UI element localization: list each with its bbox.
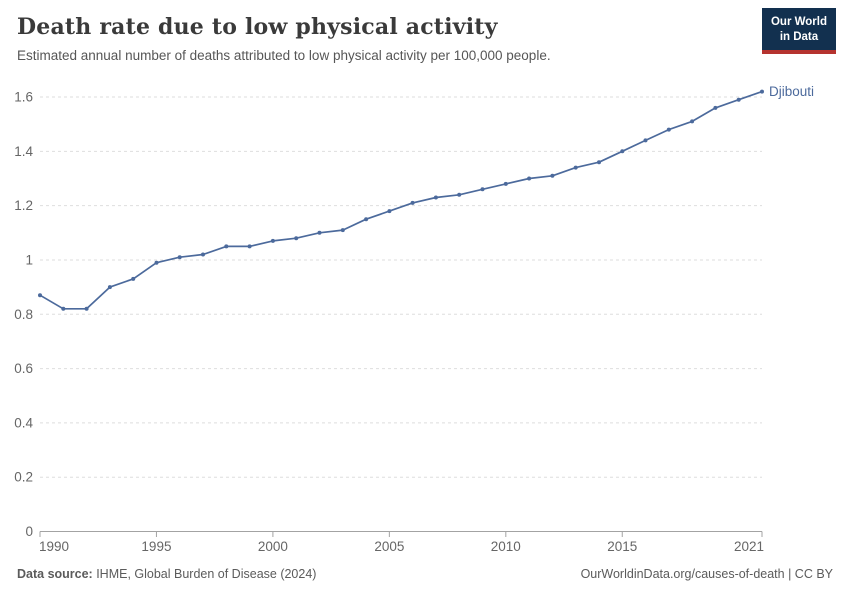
data-point bbox=[294, 236, 299, 241]
chart-subtitle: Estimated annual number of deaths attrib… bbox=[17, 48, 551, 63]
y-tick-label: 1.2 bbox=[14, 198, 33, 213]
x-tick-label: 2000 bbox=[258, 539, 288, 554]
y-tick-label: 0.6 bbox=[14, 361, 33, 376]
x-axis-labels: 1990 1995 2000 2005 2010 2015 2021 bbox=[39, 539, 764, 554]
data-point bbox=[620, 149, 625, 154]
data-line bbox=[39, 90, 763, 310]
x-tick-label: 2005 bbox=[374, 539, 404, 554]
data-point bbox=[340, 228, 345, 233]
owid-logo[interactable]: Our World in Data bbox=[761, 8, 836, 54]
y-tick-label: 0 bbox=[25, 524, 33, 539]
x-tick-label: 2021 bbox=[734, 539, 764, 554]
data-point bbox=[736, 97, 741, 102]
credit-link[interactable]: OurWorldinData.org/causes-of-death | CC … bbox=[580, 567, 833, 581]
data-point bbox=[61, 306, 66, 311]
y-tick-label: 1.6 bbox=[14, 90, 33, 105]
data-point bbox=[201, 252, 205, 257]
data-point bbox=[247, 244, 252, 249]
data-point bbox=[224, 244, 229, 249]
entity-label: Djibouti bbox=[769, 84, 814, 99]
data-point bbox=[666, 127, 671, 132]
data-point bbox=[38, 293, 42, 298]
data-point bbox=[480, 187, 485, 192]
y-tick-label: 0.4 bbox=[14, 415, 33, 430]
data-point bbox=[84, 306, 89, 311]
owid-logo-line1: Our World bbox=[770, 16, 827, 28]
data-point bbox=[364, 217, 369, 222]
data-point bbox=[177, 255, 182, 260]
data-point bbox=[550, 173, 555, 178]
data-point bbox=[503, 181, 508, 186]
data-point bbox=[317, 230, 322, 235]
data-point bbox=[387, 209, 392, 214]
data-point bbox=[107, 285, 112, 290]
y-tick-label: 1 bbox=[25, 252, 33, 267]
data-points bbox=[38, 89, 764, 311]
page-title: Death rate due to low physical activity bbox=[17, 14, 498, 40]
y-gridlines bbox=[40, 96, 762, 478]
data-point bbox=[573, 165, 578, 170]
chart-header: Death rate due to low physical activity … bbox=[17, 14, 737, 63]
data-point bbox=[527, 176, 532, 181]
data-point bbox=[690, 119, 695, 124]
x-tick-label: 1995 bbox=[141, 539, 171, 554]
data-point bbox=[433, 195, 438, 200]
data-point bbox=[131, 276, 136, 281]
x-tick-label: 1990 bbox=[39, 539, 69, 554]
y-tick-label: 0.8 bbox=[14, 307, 33, 322]
data-source-text: IHME, Global Burden of Disease (2024) bbox=[92, 567, 317, 581]
data-point bbox=[154, 260, 159, 265]
data-point bbox=[457, 192, 462, 197]
data-source-label: Data source: bbox=[17, 567, 93, 581]
x-tick-label: 2010 bbox=[491, 539, 521, 554]
y-tick-label: 0.2 bbox=[14, 470, 33, 485]
y-tick-label: 1.4 bbox=[14, 144, 33, 159]
data-point bbox=[410, 200, 415, 205]
x-tick-label: 2015 bbox=[607, 539, 637, 554]
x-axis bbox=[39, 531, 763, 537]
data-point bbox=[270, 238, 275, 243]
data-point bbox=[760, 89, 764, 94]
y-axis-labels: 0 0.2 0.4 0.6 0.8 1 1.2 1.4 1.6 bbox=[14, 90, 33, 540]
chart-footer: Data source: IHME, Global Burden of Dise… bbox=[17, 567, 833, 581]
data-point bbox=[713, 105, 718, 110]
owid-logo-line2: in Data bbox=[779, 30, 819, 43]
data-point bbox=[597, 160, 601, 165]
data-source: Data source: IHME, Global Burden of Dise… bbox=[17, 567, 316, 581]
data-point bbox=[643, 138, 648, 143]
